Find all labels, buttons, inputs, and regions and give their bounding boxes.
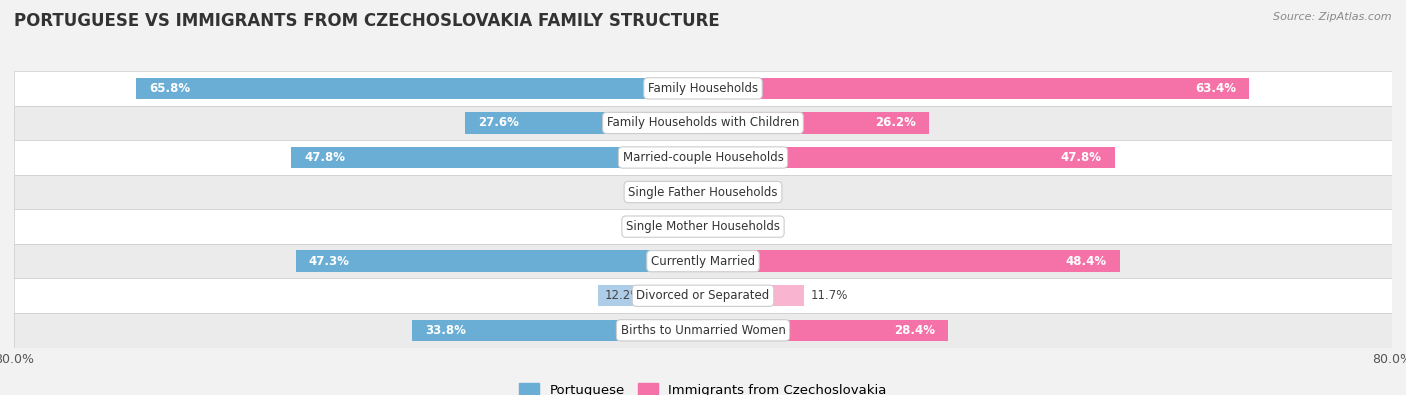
Text: 2.0%: 2.0% — [727, 186, 756, 199]
Text: 33.8%: 33.8% — [425, 324, 465, 337]
Bar — [598, 285, 703, 307]
Text: 12.2%: 12.2% — [605, 289, 643, 302]
Bar — [14, 140, 1392, 175]
Text: 6.4%: 6.4% — [655, 220, 685, 233]
Text: PORTUGUESE VS IMMIGRANTS FROM CZECHOSLOVAKIA FAMILY STRUCTURE: PORTUGUESE VS IMMIGRANTS FROM CZECHOSLOV… — [14, 12, 720, 30]
Text: 26.2%: 26.2% — [875, 117, 915, 130]
Text: Married-couple Households: Married-couple Households — [623, 151, 783, 164]
Text: 48.4%: 48.4% — [1066, 255, 1107, 268]
Text: Family Households with Children: Family Households with Children — [607, 117, 799, 130]
Text: 65.8%: 65.8% — [149, 82, 190, 95]
Bar — [291, 147, 703, 168]
Text: 11.7%: 11.7% — [811, 289, 848, 302]
Bar — [14, 71, 1392, 106]
Bar — [703, 216, 748, 237]
Text: Single Father Households: Single Father Households — [628, 186, 778, 199]
Text: 47.8%: 47.8% — [304, 151, 346, 164]
Bar — [14, 313, 1392, 348]
Bar — [703, 320, 948, 341]
Text: Source: ZipAtlas.com: Source: ZipAtlas.com — [1274, 12, 1392, 22]
Text: 2.5%: 2.5% — [689, 186, 718, 199]
Text: Family Households: Family Households — [648, 82, 758, 95]
Bar — [295, 250, 703, 272]
Bar — [14, 175, 1392, 209]
Bar — [703, 181, 720, 203]
Text: Single Mother Households: Single Mother Households — [626, 220, 780, 233]
Legend: Portuguese, Immigrants from Czechoslovakia: Portuguese, Immigrants from Czechoslovak… — [515, 378, 891, 395]
Bar — [14, 244, 1392, 278]
Bar — [703, 147, 1115, 168]
Text: 5.3%: 5.3% — [755, 220, 785, 233]
Bar — [412, 320, 703, 341]
Bar — [14, 209, 1392, 244]
Text: 47.8%: 47.8% — [1060, 151, 1102, 164]
Text: Births to Unmarried Women: Births to Unmarried Women — [620, 324, 786, 337]
Bar — [14, 106, 1392, 140]
Bar — [703, 112, 928, 134]
Text: Currently Married: Currently Married — [651, 255, 755, 268]
Bar — [465, 112, 703, 134]
Bar — [703, 78, 1249, 99]
Bar — [136, 78, 703, 99]
Text: 28.4%: 28.4% — [894, 324, 935, 337]
Text: 63.4%: 63.4% — [1195, 82, 1236, 95]
Bar — [703, 285, 804, 307]
Text: 47.3%: 47.3% — [308, 255, 350, 268]
Bar — [682, 181, 703, 203]
Bar — [703, 250, 1119, 272]
Bar — [648, 216, 703, 237]
Text: Divorced or Separated: Divorced or Separated — [637, 289, 769, 302]
Bar — [14, 278, 1392, 313]
Text: 27.6%: 27.6% — [478, 117, 519, 130]
